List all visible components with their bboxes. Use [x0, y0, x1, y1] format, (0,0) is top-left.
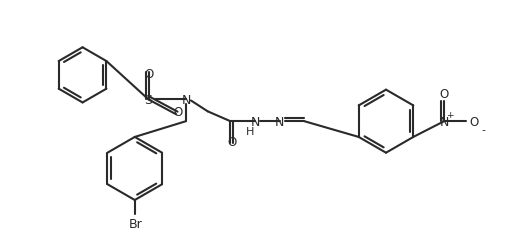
Text: N: N — [440, 115, 449, 128]
Text: S: S — [144, 94, 153, 106]
Text: N: N — [250, 115, 260, 128]
Text: +: + — [446, 110, 454, 119]
Text: O: O — [228, 136, 237, 149]
Text: -: - — [482, 125, 486, 134]
Text: H: H — [246, 127, 254, 137]
Text: O: O — [173, 105, 183, 118]
Text: Br: Br — [129, 217, 142, 230]
Text: N: N — [275, 115, 284, 128]
Text: O: O — [144, 68, 153, 81]
Text: N: N — [182, 94, 191, 106]
Text: O: O — [469, 115, 478, 128]
Text: O: O — [440, 88, 449, 101]
